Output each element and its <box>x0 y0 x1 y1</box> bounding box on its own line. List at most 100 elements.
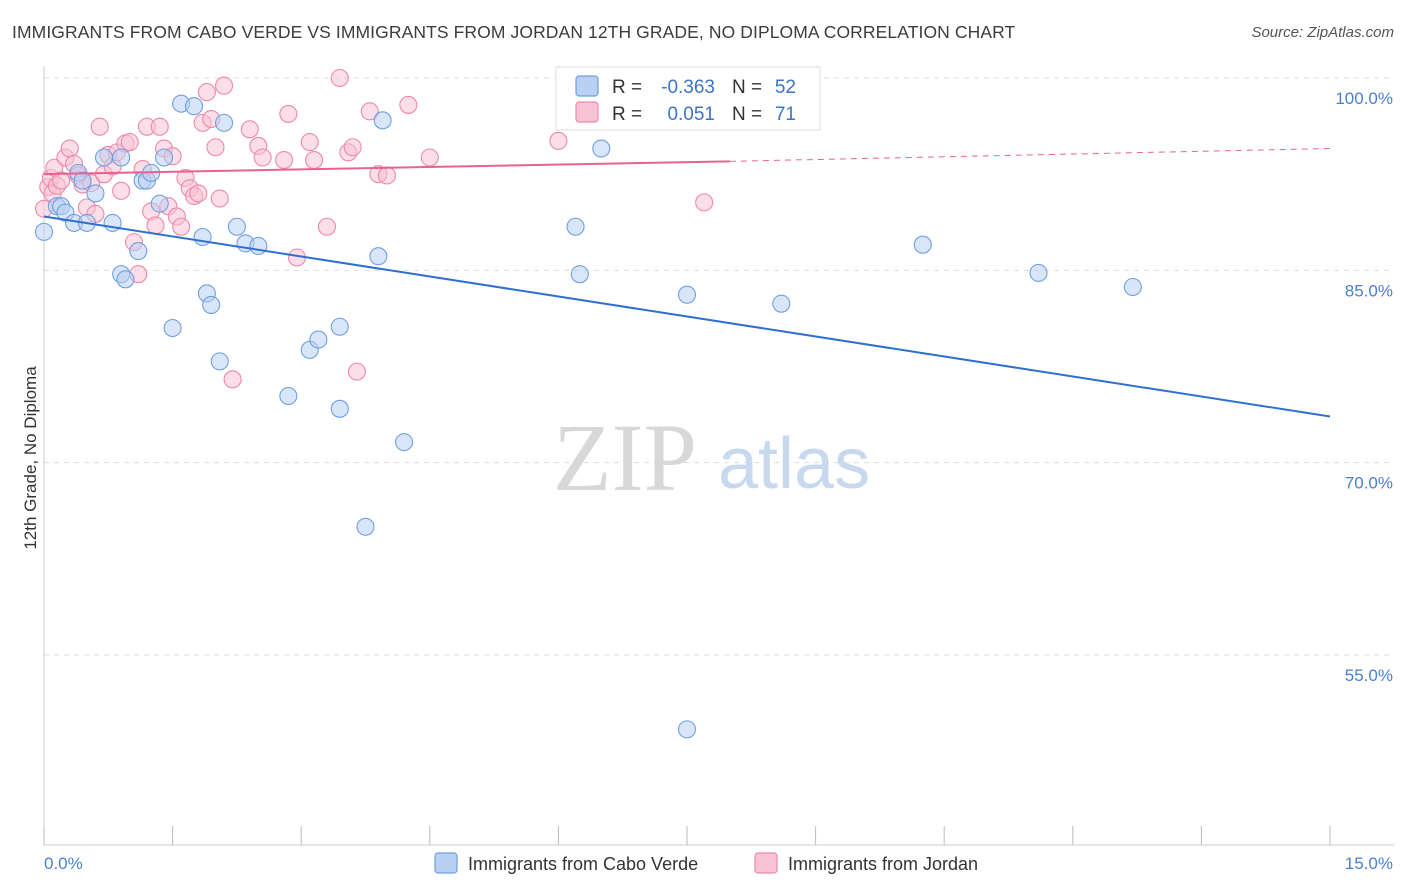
stats-swatch-jordan <box>575 101 599 123</box>
point-jordan <box>146 216 165 235</box>
stats-box-frame <box>555 66 821 131</box>
stats-n-value-jordan: 71 <box>775 104 796 125</box>
point-cabo-verde <box>116 270 135 289</box>
stats-r-label-cabo-verde: R = <box>612 77 642 98</box>
legend-label-jordan: Immigrants from Jordan <box>788 854 978 874</box>
point-jordan <box>172 217 191 236</box>
trend-line-cabo-verde <box>43 215 1331 418</box>
point-cabo-verde <box>154 148 174 167</box>
stats-n-value-cabo-verde: 52 <box>775 77 796 98</box>
y-tick-label: 100.0% <box>1335 89 1393 108</box>
legend: Immigrants from Cabo Verde Immigrants fr… <box>434 852 978 874</box>
point-jordan <box>695 193 714 212</box>
point-cabo-verde <box>86 184 105 203</box>
x-tick-label: 0.0% <box>44 854 83 873</box>
point-jordan <box>206 138 225 157</box>
legend-swatch-cabo-verde <box>434 852 458 874</box>
point-cabo-verde <box>279 386 298 406</box>
point-jordan <box>52 171 71 190</box>
point-cabo-verde <box>330 317 349 336</box>
point-cabo-verde <box>214 113 234 132</box>
point-jordan <box>197 83 216 102</box>
point-jordan <box>377 166 396 185</box>
point-cabo-verde <box>73 171 92 190</box>
stats-r-value-cabo-verde: -0.363 <box>661 77 715 98</box>
point-cabo-verde <box>150 194 169 213</box>
point-cabo-verde <box>1123 277 1142 297</box>
point-cabo-verde <box>249 236 268 256</box>
point-cabo-verde <box>330 399 349 418</box>
stats-n-label-cabo-verde: N = <box>732 77 762 98</box>
point-jordan <box>317 217 336 236</box>
point-jordan <box>360 102 379 121</box>
point-jordan <box>347 362 366 381</box>
point-jordan <box>214 76 234 95</box>
point-jordan <box>210 189 229 208</box>
trend-lines <box>43 148 1331 418</box>
tick-labels: 55.0% 70.0% 85.0% 100.0% 0.0% 15.0% <box>44 89 1393 873</box>
point-cabo-verde <box>34 222 54 241</box>
stats-swatch-cabo-verde <box>575 75 599 97</box>
point-jordan <box>300 133 319 152</box>
point-cabo-verde <box>369 247 388 266</box>
watermark-atlas: atlas <box>718 424 870 504</box>
point-jordan <box>343 138 362 157</box>
point-jordan <box>90 117 109 136</box>
point-jordan <box>189 184 208 203</box>
point-cabo-verde <box>373 111 392 130</box>
stats-box: R = -0.363 N = 52 R = 0.051 N = 71 <box>555 66 821 131</box>
point-jordan <box>112 181 131 200</box>
point-jordan <box>223 370 242 389</box>
legend-swatch-jordan <box>754 852 778 874</box>
y-tick-label: 85.0% <box>1345 281 1393 300</box>
trend-line-jordan-extension <box>729 148 1331 162</box>
point-cabo-verde <box>227 217 246 236</box>
point-cabo-verde <box>210 352 229 371</box>
y-tick-label: 70.0% <box>1345 474 1393 493</box>
point-cabo-verde <box>112 148 131 167</box>
point-cabo-verde <box>1029 263 1048 282</box>
point-jordan <box>60 139 79 158</box>
point-cabo-verde <box>184 97 204 116</box>
grid-lines <box>44 77 1394 656</box>
point-jordan <box>330 68 349 88</box>
axes <box>43 66 1394 846</box>
point-cabo-verde <box>677 720 697 739</box>
point-cabo-verde <box>163 318 182 338</box>
point-cabo-verde <box>677 285 697 304</box>
point-jordan <box>305 151 324 170</box>
point-jordan <box>253 148 272 167</box>
x-tick-label: 15.0% <box>1345 854 1393 873</box>
point-jordan <box>240 120 259 139</box>
watermark-zip: ZIP <box>553 404 697 511</box>
y-axis-label: 12th Grade, No Diploma <box>21 366 40 550</box>
point-jordan <box>399 95 418 114</box>
point-jordan <box>279 104 298 123</box>
stats-n-label-jordan: N = <box>732 104 762 125</box>
y-tick-label: 55.0% <box>1345 666 1393 685</box>
stats-r-label-jordan: R = <box>612 104 642 125</box>
point-cabo-verde <box>592 139 611 158</box>
point-cabo-verde <box>913 235 932 254</box>
point-cabo-verde <box>309 330 328 349</box>
point-cabo-verde <box>772 294 791 313</box>
point-jordan <box>150 117 169 136</box>
point-jordan <box>420 148 439 167</box>
point-jordan <box>275 151 294 170</box>
point-cabo-verde <box>202 295 221 315</box>
point-cabo-verde <box>395 433 414 452</box>
point-jordan <box>549 131 568 150</box>
point-cabo-verde <box>129 242 148 261</box>
point-jordan <box>120 133 139 152</box>
chart-title: IMMIGRANTS FROM CABO VERDE VS IMMIGRANTS… <box>12 22 1016 42</box>
legend-label-cabo-verde: Immigrants from Cabo Verde <box>468 854 698 874</box>
series-jordan-points <box>34 68 714 389</box>
stats-r-value-jordan: 0.051 <box>667 104 715 125</box>
source-credit: Source: ZipAtlas.com <box>1251 24 1394 41</box>
point-cabo-verde <box>566 217 585 236</box>
point-cabo-verde <box>356 517 375 536</box>
point-cabo-verde <box>94 148 114 167</box>
point-cabo-verde <box>570 265 589 284</box>
trend-line-jordan <box>43 160 730 176</box>
